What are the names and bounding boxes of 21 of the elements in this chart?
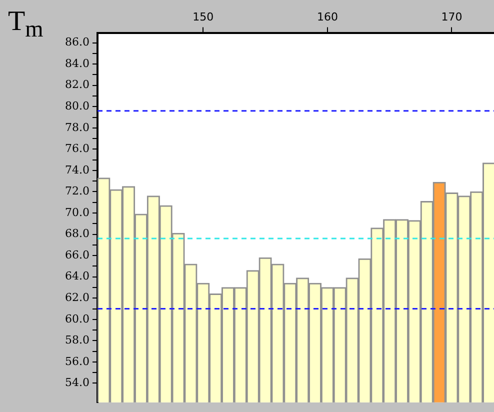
y-tick-label: 74.0 bbox=[64, 163, 90, 176]
y-tick-label: 68.0 bbox=[64, 227, 90, 240]
y-tick-label: 72.0 bbox=[64, 184, 90, 198]
y-tick-label: 60.0 bbox=[64, 312, 90, 326]
y-tick-label: 56.0 bbox=[64, 354, 90, 368]
y-tick-label: 78.0 bbox=[64, 120, 90, 134]
x-tick-label: 160 bbox=[316, 10, 338, 24]
chart-title: T$_{m}$ bbox=[8, 6, 44, 44]
y-tick-label: 70.0 bbox=[64, 206, 90, 219]
y-tick-label: 86.0 bbox=[64, 36, 90, 49]
y-tick-label: 64.0 bbox=[64, 270, 90, 283]
x-tick-label: 170 bbox=[441, 10, 462, 24]
x-tick-label: 150 bbox=[192, 10, 214, 24]
y-tick-label: 82.0 bbox=[64, 78, 90, 92]
y-tick-label: 76.0 bbox=[64, 142, 90, 156]
y-tick-label: 54.0 bbox=[64, 376, 90, 390]
y-tick-label: 84.0 bbox=[64, 56, 90, 70]
y-tick-label: 66.0 bbox=[64, 248, 90, 262]
y-tick-label: 80.0 bbox=[64, 99, 90, 112]
y-tick-label: 58.0 bbox=[64, 334, 90, 347]
y-tick-label: 62.0 bbox=[64, 290, 90, 304]
